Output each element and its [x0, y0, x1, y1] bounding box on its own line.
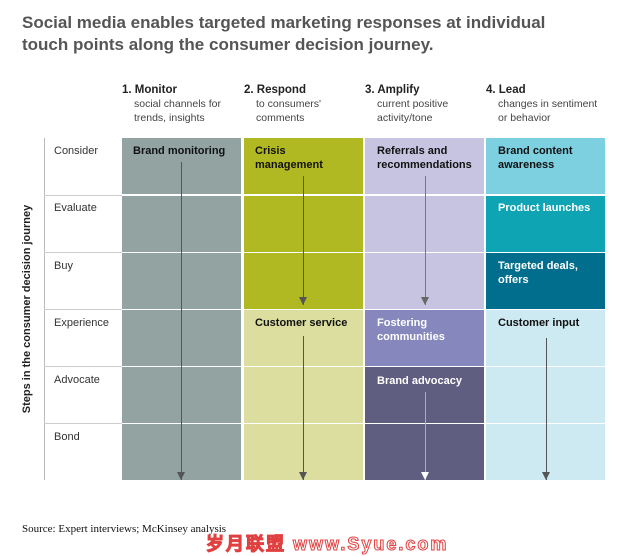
cell-brand-monitoring: Brand monitoring	[133, 145, 226, 157]
column-subtitle: changes in sentiment or behavior	[498, 98, 598, 124]
column-header-respond: 2. Respond to consumers' comments	[244, 83, 346, 125]
cell	[365, 310, 484, 366]
cell	[486, 196, 605, 252]
column-title: 3. Amplify	[365, 84, 420, 96]
cell	[365, 367, 484, 423]
cell-brand-content: Brand content awareness	[498, 145, 573, 171]
cell-fostering-communities: Fostering communities	[377, 317, 445, 343]
cell	[486, 138, 605, 194]
cell	[365, 196, 484, 252]
cell	[486, 253, 605, 309]
down-arrow-icon	[421, 176, 429, 305]
column-title: 1. Monitor	[122, 84, 177, 96]
page-title: Social media enables targeted marketing …	[22, 13, 546, 54]
column-header-lead: 4. Lead changes in sentiment or behavior	[486, 83, 608, 125]
row-divider	[44, 195, 122, 196]
down-arrow-icon	[421, 392, 429, 480]
row-label: Evaluate	[54, 202, 97, 214]
row-label: Consider	[54, 145, 99, 157]
row-divider	[44, 423, 122, 424]
down-arrow-icon	[542, 338, 550, 480]
row-divider	[44, 309, 122, 310]
column-title: 4. Lead	[486, 84, 526, 96]
cell	[486, 310, 605, 366]
cell	[486, 367, 605, 423]
cell-referrals: Referrals and recommendations	[377, 145, 472, 171]
row-divider	[44, 366, 122, 367]
column-subtitle: to consumers' comments	[256, 98, 322, 124]
down-arrow-icon	[177, 162, 185, 480]
cell-brand-advocacy: Brand advocacy	[377, 375, 462, 387]
cell-customer-service: Customer service	[255, 317, 348, 329]
column-subtitle: current positive activity/tone	[377, 98, 449, 124]
row-label: Buy	[54, 260, 73, 272]
column-subtitle: social channels for trends, insights	[134, 98, 221, 124]
column-header-monitor: 1. Monitor social channels for trends, in…	[122, 83, 234, 125]
row-label: Experience	[54, 317, 110, 329]
down-arrow-icon	[299, 176, 307, 305]
cell-customer-input: Customer input	[498, 317, 580, 329]
column-header-amplify: 3. Amplify current positive activity/tone	[365, 83, 467, 125]
row-divider	[44, 252, 122, 253]
column-title: 2. Respond	[244, 84, 306, 96]
axis-label: Steps in the consumer decision journey	[21, 204, 33, 414]
row-label: Bond	[54, 431, 80, 443]
source-note: Source: Expert interviews; McKinsey anal…	[22, 523, 227, 535]
cell-crisis-management: Crisis management	[255, 145, 323, 171]
row-label: Advocate	[54, 374, 100, 386]
down-arrow-icon	[299, 336, 307, 480]
cell-targeted-deals: Targeted deals, offers	[498, 260, 578, 286]
watermark: 岁月联盟 www.Syue.com	[205, 534, 449, 555]
cell	[365, 424, 484, 480]
cell-product-launches: Product launches	[498, 202, 591, 214]
cell	[365, 138, 484, 194]
cell	[486, 424, 605, 480]
